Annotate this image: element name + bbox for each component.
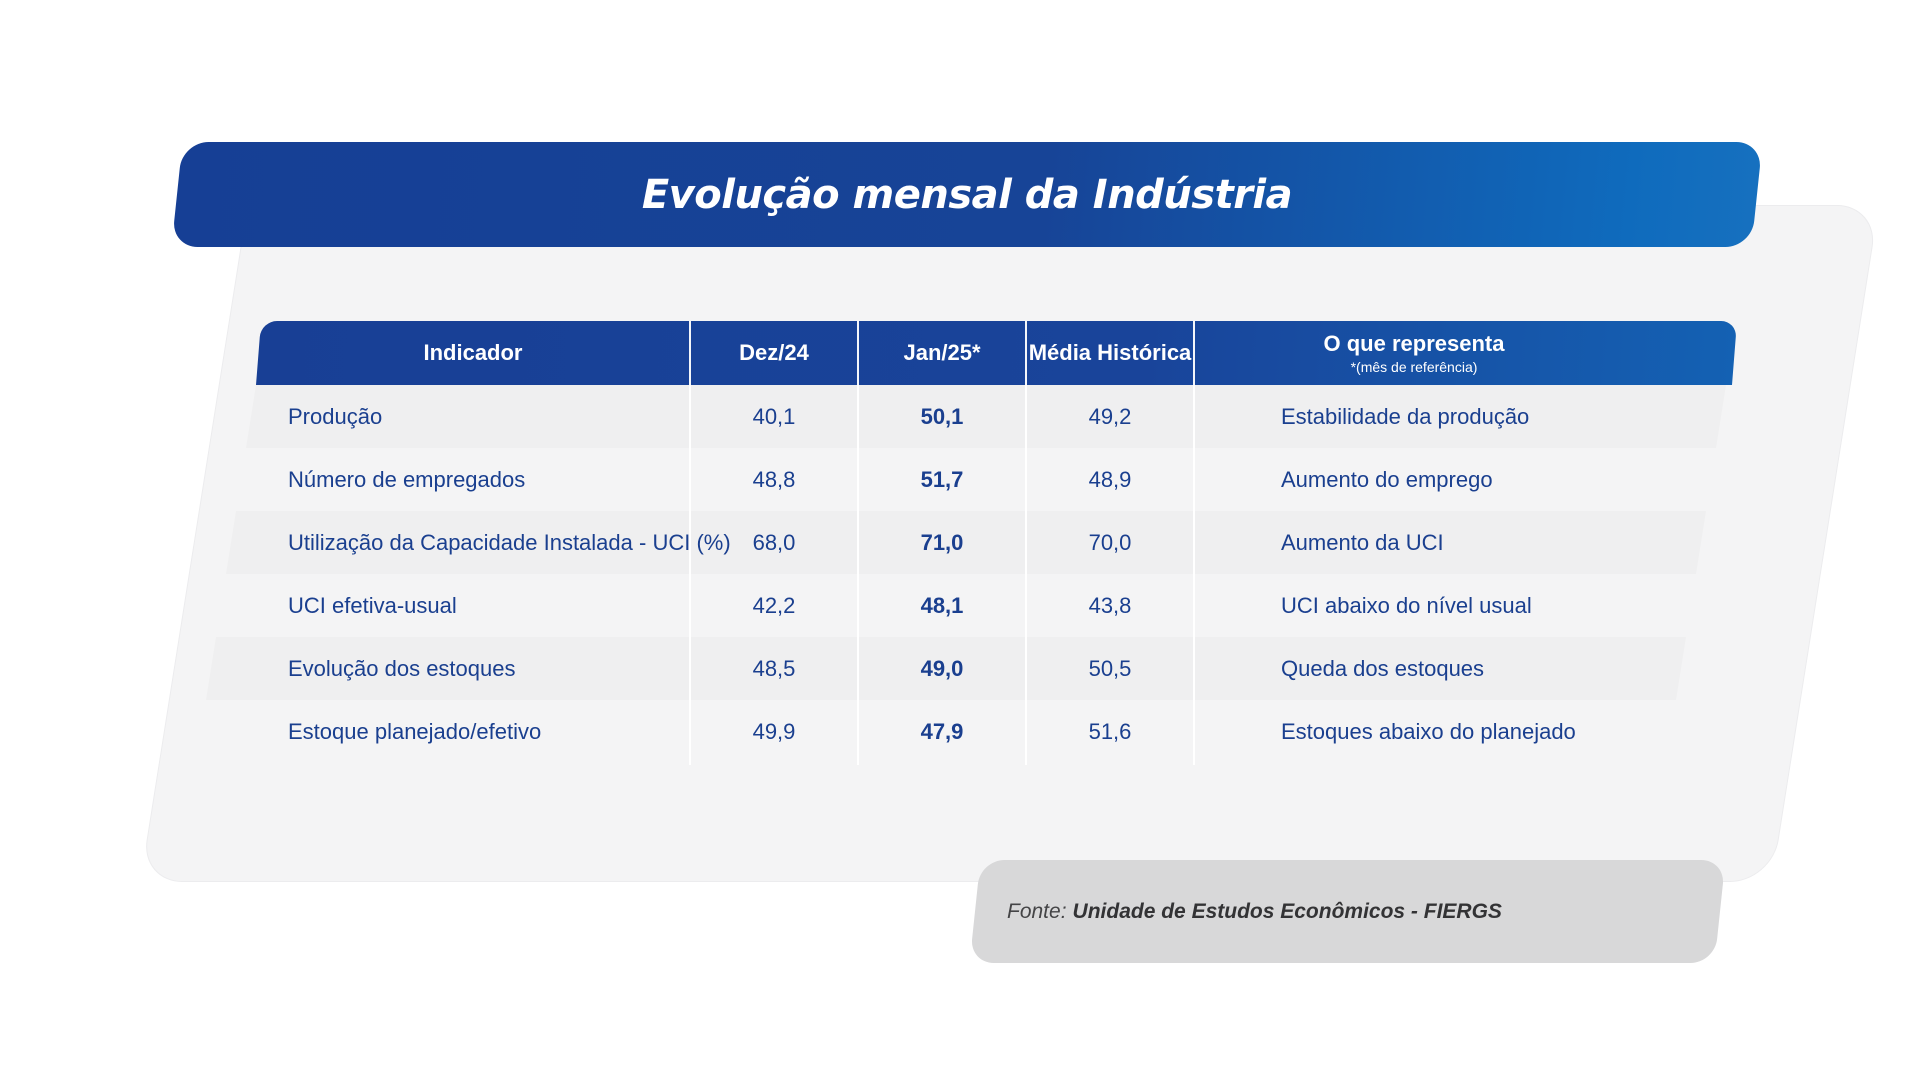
cell-jan25: 51,7: [920, 466, 964, 492]
header-o-que-representa: O que representa *(mês de referência): [1194, 321, 1634, 385]
column-divider: [689, 385, 691, 765]
cell-indicador: Evolução dos estoques: [288, 655, 516, 681]
cell-indicador: Utilização da Capacidade Instalada - UCI…: [288, 529, 731, 555]
header-sublabel: *(mês de referência): [1350, 359, 1478, 375]
cell-jan25: 50,1: [920, 403, 964, 429]
header-media-historica: Média Histórica: [1026, 321, 1194, 385]
cell-jan25: 48,1: [920, 592, 964, 618]
cell-media: 50,5: [1088, 655, 1132, 681]
header-label: Indicador: [423, 340, 523, 365]
cell-jan25: 49,0: [920, 655, 964, 681]
cell-indicador: UCI efetiva-usual: [288, 592, 457, 618]
cell-media: 43,8: [1088, 592, 1132, 618]
column-divider: [857, 385, 859, 765]
cell-dez24: 49,9: [752, 718, 796, 744]
header-label: O que representa: [1323, 331, 1505, 356]
cell-dez24: 48,8: [752, 466, 796, 492]
cell-representa: Aumento do emprego: [1281, 466, 1493, 492]
cell-dez24: 42,2: [752, 592, 796, 618]
table-header: Indicador Dez/24 Jan/25* Média Histórica…: [0, 321, 1920, 385]
cell-representa: UCI abaixo do nível usual: [1281, 592, 1532, 618]
cell-jan25: 47,9: [920, 718, 964, 744]
column-divider: [1025, 385, 1027, 765]
cell-representa: Aumento da UCI: [1281, 529, 1444, 555]
cell-media: 48,9: [1088, 466, 1132, 492]
source-name: Unidade de Estudos Econômicos - FIERGS: [1072, 899, 1502, 923]
cell-representa: Estabilidade da produção: [1281, 403, 1530, 429]
page-title: Evolução mensal da Indústria: [641, 171, 1293, 218]
cell-representa: Estoques abaixo do planejado: [1281, 718, 1576, 744]
cell-indicador: Estoque planejado/efetivo: [288, 718, 542, 744]
cell-indicador: Número de empregados: [288, 466, 526, 492]
cell-indicador: Produção: [288, 403, 383, 429]
header-indicador: Indicador: [256, 321, 690, 385]
cell-dez24: 68,0: [752, 529, 796, 555]
header-divider: [857, 321, 859, 385]
header-divider: [1025, 321, 1027, 385]
header-label: Dez/24: [739, 340, 809, 365]
header-divider: [1193, 321, 1195, 385]
cell-media: 70,0: [1088, 529, 1132, 555]
header-divider: [689, 321, 691, 385]
source-prefix: Fonte:: [1007, 899, 1067, 923]
source-caption: Fonte: Unidade de Estudos Econômicos - F…: [1007, 860, 1502, 963]
column-divider: [1193, 385, 1195, 765]
cell-jan25: 71,0: [920, 529, 964, 555]
cell-media: 51,6: [1088, 718, 1132, 744]
cell-representa: Queda dos estoques: [1281, 655, 1485, 681]
cell-media: 49,2: [1088, 403, 1132, 429]
header-label: Média Histórica: [1028, 340, 1192, 365]
header-dez24: Dez/24: [690, 321, 858, 385]
header-label: Jan/25*: [903, 340, 981, 365]
header-jan25: Jan/25*: [858, 321, 1026, 385]
cell-dez24: 40,1: [752, 403, 796, 429]
cell-dez24: 48,5: [752, 655, 796, 681]
